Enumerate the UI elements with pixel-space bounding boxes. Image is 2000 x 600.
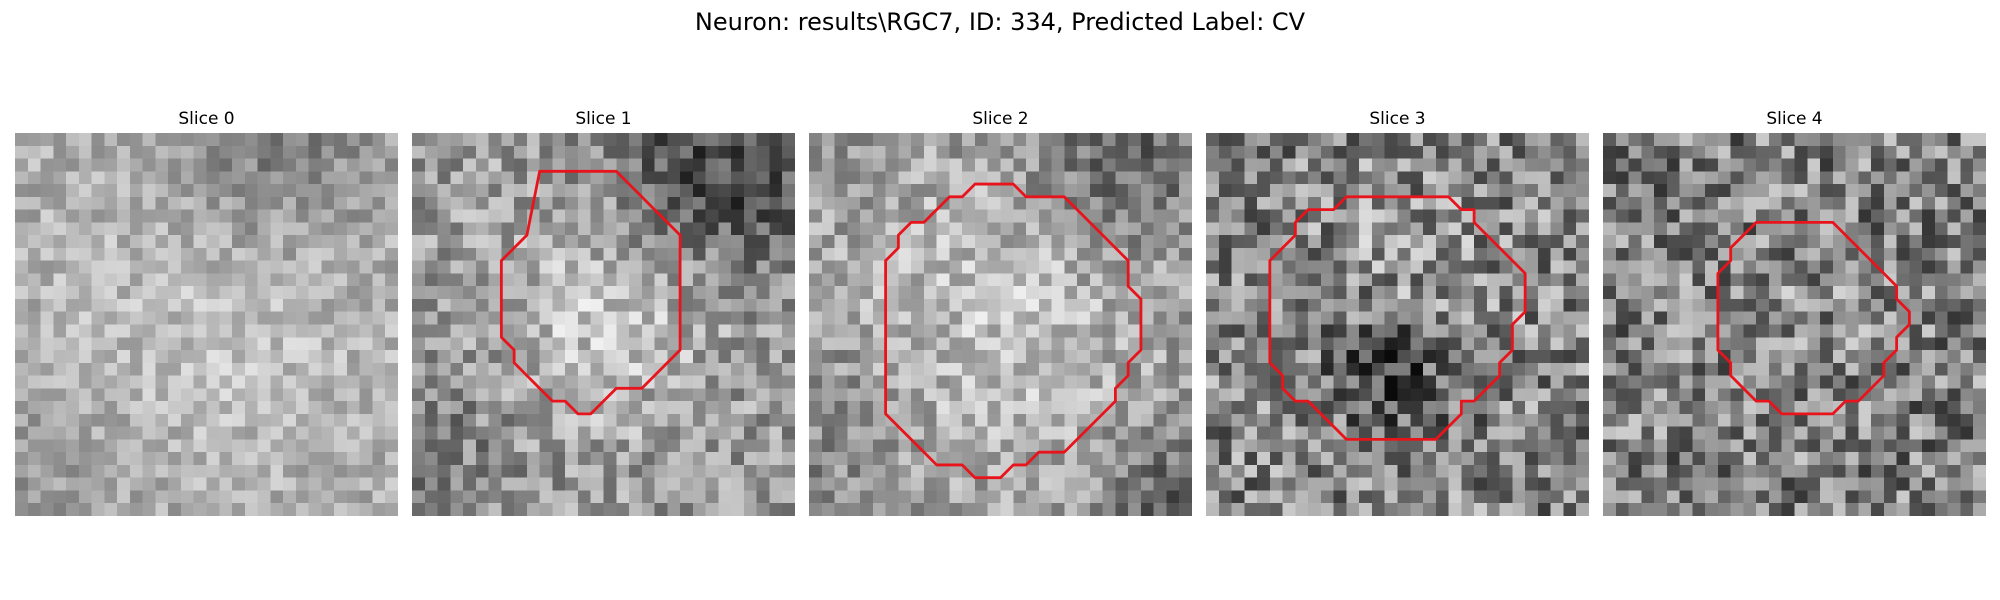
roi-contour xyxy=(1268,195,1527,441)
slice-title: Slice 4 xyxy=(1766,109,1823,129)
slice-panel-1: Slice 1 xyxy=(412,108,795,516)
pixel-grid xyxy=(809,133,1192,516)
figure-title: Neuron: results\RGC7, ID: 334, Predicted… xyxy=(694,8,1306,36)
slice-image xyxy=(809,133,1192,516)
slice-image xyxy=(1206,133,1589,516)
slice-panel-3: Slice 3 xyxy=(1206,108,1589,516)
pixel-grid xyxy=(1603,133,1986,516)
pixel-grid xyxy=(412,133,795,516)
slice-image xyxy=(412,133,795,516)
pixel-grid xyxy=(1206,133,1589,516)
slice-title: Slice 0 xyxy=(178,109,235,129)
roi-contour xyxy=(499,169,682,416)
slice-title: Slice 3 xyxy=(1369,109,1426,129)
roi-contour xyxy=(1716,220,1911,416)
slice-panel-0: Slice 0 xyxy=(15,108,398,516)
slice-panel-2: Slice 2 xyxy=(809,108,1192,516)
pixel-grid xyxy=(15,133,398,516)
slice-panel-4: Slice 4 xyxy=(1603,108,1986,516)
roi-contour xyxy=(884,182,1143,480)
slice-title: Slice 2 xyxy=(972,109,1029,129)
slice-title: Slice 1 xyxy=(575,109,632,129)
slice-image xyxy=(15,133,398,516)
slice-image xyxy=(1603,133,1986,516)
